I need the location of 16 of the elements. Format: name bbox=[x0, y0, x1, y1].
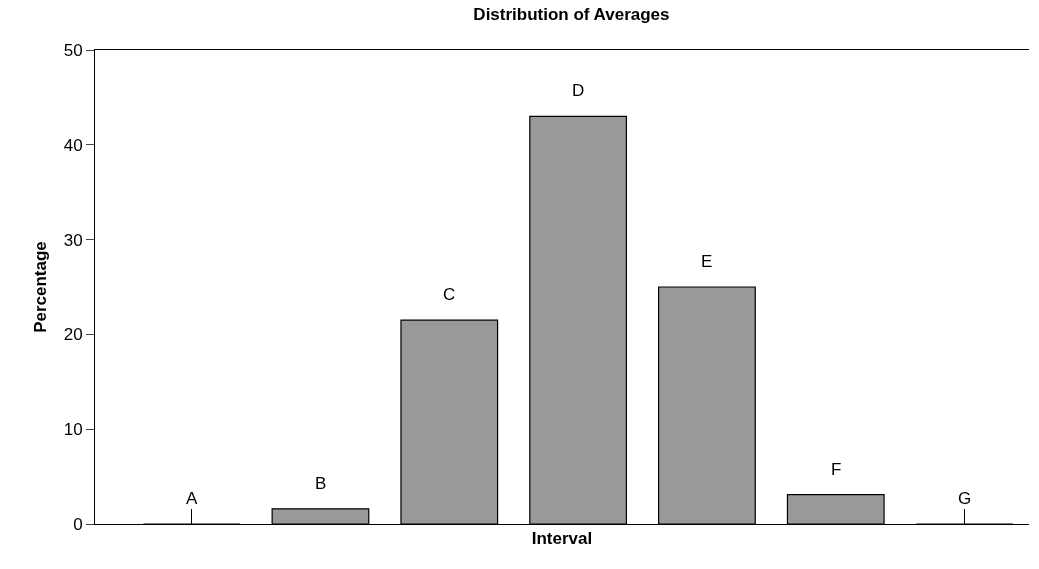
x-axis-title: Interval bbox=[531, 529, 593, 549]
y-tick-label: 20 bbox=[63, 325, 83, 345]
y-tick-label: 0 bbox=[73, 514, 83, 534]
y-tick-label: 30 bbox=[63, 230, 83, 250]
y-tick-label: 50 bbox=[63, 40, 83, 60]
y-tick-label: 40 bbox=[63, 135, 83, 155]
x-tick-label: C bbox=[443, 285, 456, 304]
y-tick-label: 10 bbox=[63, 420, 83, 440]
y-axis-title: Percentage bbox=[31, 241, 51, 333]
x-tick-label: B bbox=[315, 474, 327, 493]
x-tick-label: G bbox=[958, 489, 972, 508]
chart-title: Distribution of Averages bbox=[473, 5, 670, 25]
x-tick-label: E bbox=[701, 252, 713, 271]
x-tick-label: D bbox=[572, 81, 585, 100]
x-tick-label: F bbox=[831, 460, 842, 479]
x-tick-label: A bbox=[186, 489, 198, 508]
